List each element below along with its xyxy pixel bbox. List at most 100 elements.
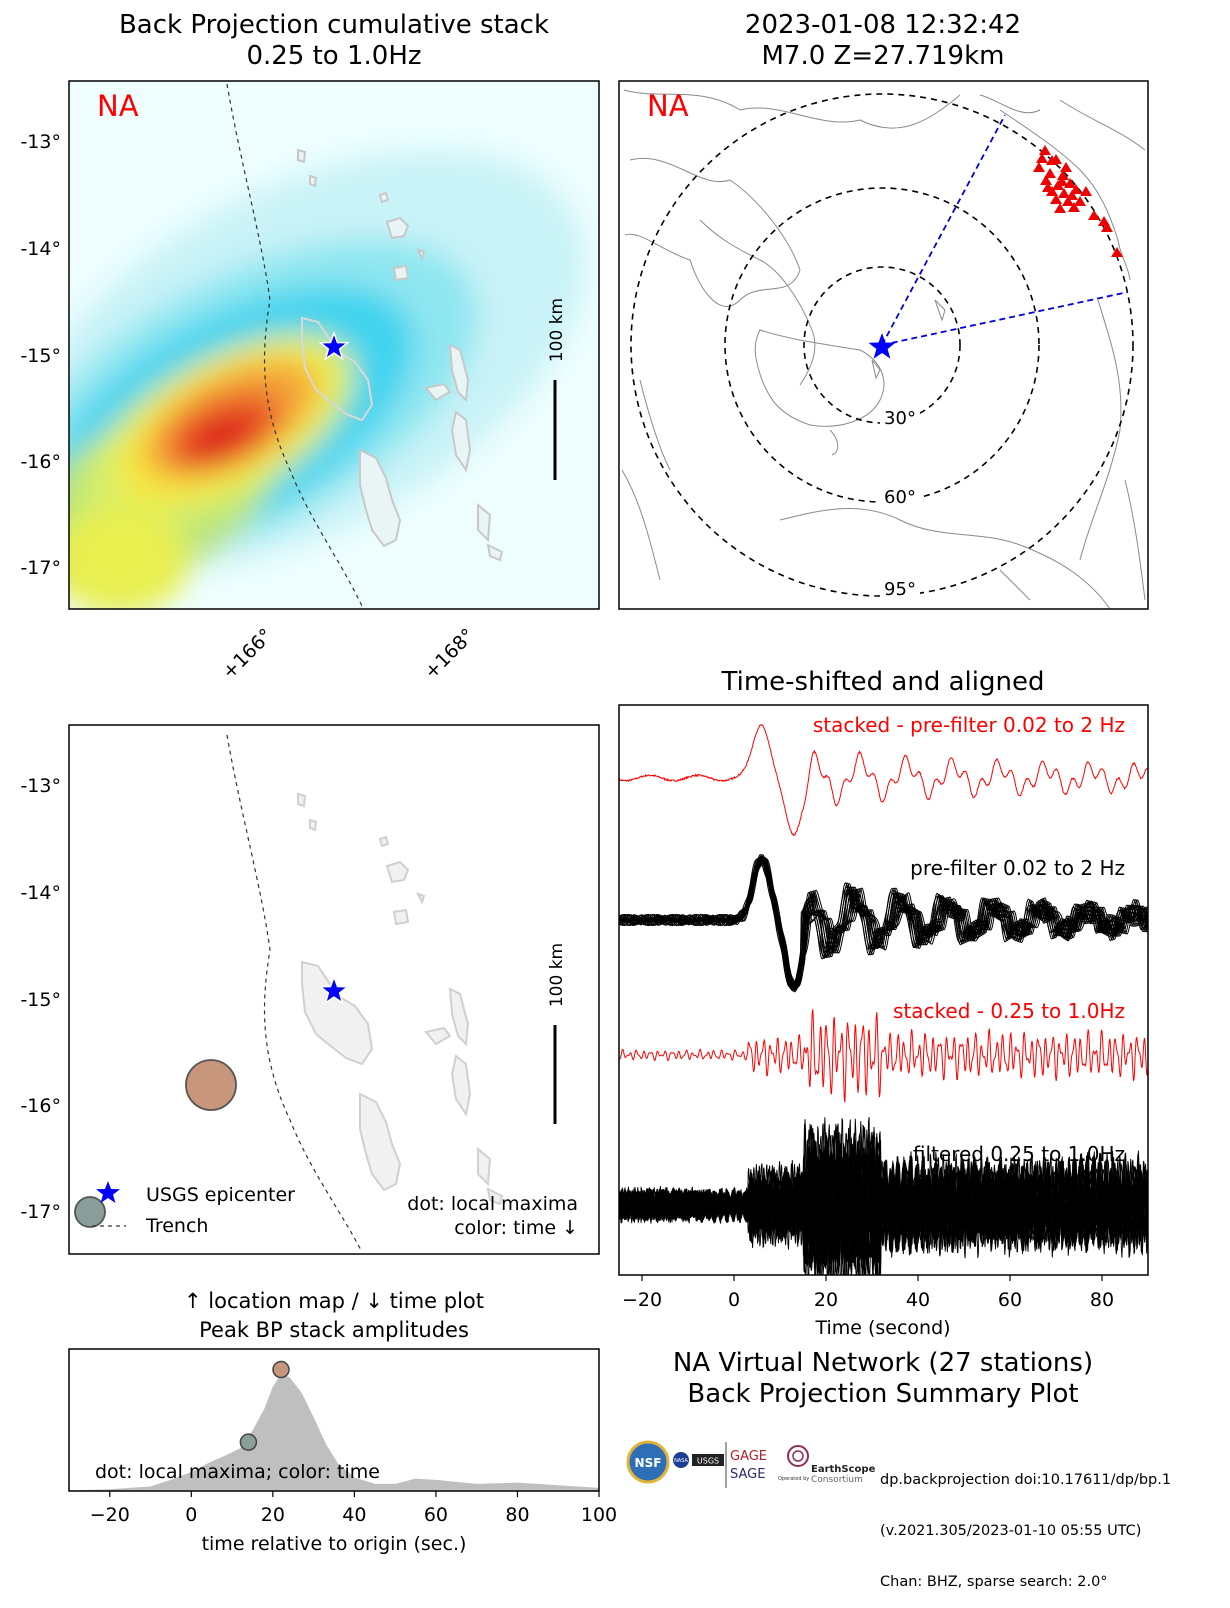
maxima-ytick-label: -16° xyxy=(20,1095,61,1117)
station-marker xyxy=(1101,222,1113,232)
station-marker xyxy=(1074,196,1086,206)
time-plot-xtick-label: 80 xyxy=(505,1504,529,1526)
maxima-y-axis: -13° -14° -15° -16° -17° xyxy=(20,775,61,1223)
bp-plot-frame xyxy=(68,80,600,610)
globe-title-line1: 2023-01-08 12:32:42 xyxy=(744,10,1022,40)
sage-logo-text: SAGE xyxy=(730,1467,765,1482)
bp-trench-line xyxy=(226,83,363,607)
time-plot-xtick-label: 20 xyxy=(261,1504,285,1526)
legend-epicenter-label: USGS epicenter xyxy=(146,1184,295,1206)
time-plot-title-line1: ↑ location map / ↓ time plot xyxy=(184,1289,484,1313)
trace-prefilter xyxy=(619,854,1148,990)
maxima-ytick-label: -14° xyxy=(20,882,61,904)
globe-title: 2023-01-08 12:32:42 M7.0 Z=27.719km xyxy=(618,10,1148,72)
traces-xtick-label: 40 xyxy=(906,1289,930,1311)
bp-ytick-label: -14° xyxy=(20,238,61,260)
trace-labels: stacked - pre-filter 0.02 to 2 Hz pre-fi… xyxy=(813,713,1125,1166)
time-plot-x-axis: −20 0 20 40 60 80 100 xyxy=(90,1491,617,1526)
trace-label-stacked-prefilter: stacked - pre-filter 0.02 to 2 Hz xyxy=(813,713,1125,737)
ring-label-95: 95° xyxy=(884,579,916,600)
station-marker xyxy=(1088,210,1100,220)
gage-logo-text: GAGE xyxy=(730,1449,767,1464)
earthscope-logo: Operated by EarthScope Consortium xyxy=(778,1445,876,1485)
time-plot-note: dot: local maxima; color: time xyxy=(95,1461,380,1483)
earthscope-sub-text: Consortium xyxy=(811,1475,863,1485)
time-plot-xtick-label: 100 xyxy=(581,1504,617,1526)
globe-map-plot: 30° 60° 95° NA xyxy=(618,80,1149,610)
traces-xtick-label: 80 xyxy=(1090,1289,1114,1311)
station-marker xyxy=(1033,162,1045,172)
maxima-trench-line xyxy=(226,734,363,1253)
legend-trench-label: Trench xyxy=(145,1215,208,1237)
maxima-ytick-label: -17° xyxy=(20,1201,61,1223)
station-marker xyxy=(1046,155,1058,165)
amplitude-area xyxy=(69,1374,599,1491)
bp-epicenter-star xyxy=(318,330,350,361)
time-plot-xtick-label: 0 xyxy=(185,1504,197,1526)
credit-line3: Chan: BHZ, sparse search: 2.0° xyxy=(880,1574,1108,1590)
credit-block: dp.backprojection doi:10.17611/dp/bp.1 (… xyxy=(880,1438,1171,1608)
trace-label-filtered: filtered 0.25 to 1.0Hz xyxy=(913,1142,1125,1166)
bp-title-line2: 0.25 to 1.0Hz xyxy=(246,41,422,71)
ring-label-30: 30° xyxy=(884,408,916,429)
globe-epicenter-star xyxy=(868,333,896,359)
bp-y-axis: -13° -14° -15° -16° -17° xyxy=(20,131,61,579)
bp-heat-layers xyxy=(69,150,586,609)
traces-xlabel: Time (second) xyxy=(814,1317,950,1339)
nsf-logo: NSF xyxy=(626,1440,670,1484)
time-plot-xtick-label: 60 xyxy=(424,1504,448,1526)
bp-title-line1: Back Projection cumulative stack xyxy=(118,10,550,40)
traces-x-axis: −20 0 20 40 60 80 xyxy=(622,1275,1114,1311)
traces-xtick-label: 20 xyxy=(814,1289,838,1311)
station-marker xyxy=(1054,203,1066,213)
summary-title: NA Virtual Network (27 stations) Back Pr… xyxy=(618,1348,1148,1410)
institution-logos: NSF NASA USGS GAGE SAGE Operated by Eart… xyxy=(626,1440,876,1488)
operated-by-text: Operated by xyxy=(778,1476,809,1482)
traces-xtick-label: −20 xyxy=(622,1289,662,1311)
globe-network-label: NA xyxy=(647,89,689,123)
time-plot-title: ↑ location map / ↓ time plot Peak BP sta… xyxy=(68,1287,600,1345)
usgs-logo-text: USGS xyxy=(697,1457,719,1466)
maxima-note-line1: dot: local maxima xyxy=(407,1193,578,1215)
time-plot-xlabel: time relative to origin (sec.) xyxy=(202,1533,467,1555)
bp-ytick-label: -15° xyxy=(20,345,61,367)
maxima-note-line2: color: time ↓ xyxy=(454,1217,578,1239)
time-plot-xtick-label: −20 xyxy=(90,1504,130,1526)
bp-ytick-label: -16° xyxy=(20,451,61,473)
bp-ytick-label: -17° xyxy=(20,557,61,579)
station-marker xyxy=(1036,153,1048,163)
traces-title: Time-shifted and aligned xyxy=(721,667,1045,697)
station-marker xyxy=(1057,170,1069,180)
trace-label-stacked-filtered: stacked - 0.25 to 1.0Hz xyxy=(893,999,1125,1023)
ring-label-60: 60° xyxy=(884,487,916,508)
maxima-dot-late xyxy=(185,1059,237,1111)
maxima-scalebar-label: 100 km xyxy=(547,943,567,1007)
legend-star-icon xyxy=(96,1181,120,1203)
station-marker xyxy=(1058,188,1070,198)
trace-label-prefilter: pre-filter 0.02 to 2 Hz xyxy=(910,856,1125,880)
bp-ytick-label: -13° xyxy=(20,131,61,153)
globe-ring-labels: 30° 60° 95° xyxy=(880,405,920,600)
amplitude-time-plot: dot: local maxima; color: time −20 0 20 40 6… xyxy=(68,1348,617,1555)
amplitude-maxima xyxy=(239,1360,290,1451)
station-marker xyxy=(1056,176,1068,186)
station-marker xyxy=(1040,175,1052,185)
station-marker xyxy=(1068,202,1080,212)
station-marker xyxy=(1070,184,1082,194)
trace-stacked-prefilter xyxy=(619,724,1148,837)
bp-network-label: NA xyxy=(97,89,139,123)
summary-line2: Back Projection Summary Plot xyxy=(687,1379,1079,1409)
trace-filtered xyxy=(619,1134,1148,1275)
trace-prefilter xyxy=(619,856,1148,988)
maxima-islands xyxy=(297,792,504,1206)
traces-plot: stacked - pre-filter 0.02 to 2 Hz pre-fi… xyxy=(618,704,1149,1339)
traces-xtick-label: 0 xyxy=(728,1289,740,1311)
traces-plot-frame xyxy=(618,704,1149,1276)
trace-prefilter xyxy=(619,857,1148,993)
maxima-map-plot: 100 km USGS epicenter Trench dot: local … xyxy=(20,724,600,1255)
time-plot-frame xyxy=(68,1348,600,1492)
maxima-dot-early xyxy=(74,1196,106,1228)
credit-line1: dp.backprojection doi:10.17611/dp/bp.1 xyxy=(880,1472,1172,1488)
nasa-logo: NASA xyxy=(673,1452,689,1468)
maxima-ytick-label: -13° xyxy=(20,775,61,797)
